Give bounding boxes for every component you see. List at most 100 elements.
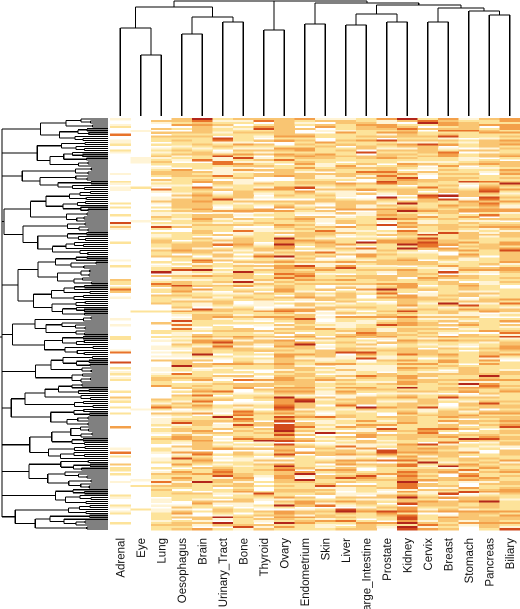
heatmap-cell bbox=[479, 392, 500, 395]
heatmap-cell bbox=[274, 461, 295, 464]
heatmap-cell bbox=[479, 269, 500, 272]
heatmap-cell bbox=[212, 404, 234, 407]
heatmap-cell bbox=[274, 426, 295, 429]
heatmap-cell bbox=[315, 229, 336, 233]
heatmap-cell bbox=[438, 329, 459, 333]
heatmap-cell bbox=[417, 363, 439, 366]
heatmap-cell bbox=[499, 243, 520, 246]
heatmap-cell bbox=[397, 431, 418, 435]
heatmap-cell bbox=[192, 220, 213, 223]
heatmap-cell bbox=[253, 384, 275, 388]
heatmap-cell bbox=[417, 325, 439, 329]
heatmap-cell bbox=[171, 149, 193, 152]
heatmap-cell bbox=[294, 510, 316, 513]
heatmap-cell bbox=[458, 329, 480, 333]
heatmap-cell bbox=[294, 267, 316, 270]
heatmap-cell bbox=[397, 149, 418, 152]
heatmap-cell bbox=[397, 151, 418, 154]
heatmap-cell bbox=[315, 414, 336, 417]
heatmap-cell bbox=[499, 333, 520, 337]
heatmap-cell bbox=[458, 443, 480, 446]
heatmap-cell bbox=[274, 325, 295, 329]
heatmap-cell bbox=[233, 469, 254, 472]
heatmap-cell bbox=[479, 371, 500, 374]
heatmap-cell bbox=[212, 310, 234, 313]
heatmap-cell bbox=[397, 251, 418, 254]
heatmap-cell bbox=[315, 502, 336, 505]
heatmap-cell bbox=[417, 186, 439, 189]
heatmap-cell bbox=[499, 502, 520, 505]
heatmap-cell bbox=[294, 141, 316, 144]
heatmap-cell bbox=[294, 398, 316, 401]
heatmap-cell bbox=[356, 475, 377, 478]
heatmap-cell bbox=[397, 220, 418, 223]
heatmap-cell bbox=[171, 455, 193, 458]
heatmap-cell bbox=[171, 176, 193, 180]
heatmap-cell bbox=[274, 414, 295, 417]
heatmap-cell bbox=[397, 196, 418, 199]
heatmap-cell bbox=[479, 212, 500, 215]
heatmap-cell bbox=[253, 180, 275, 184]
heatmap-cell bbox=[253, 286, 275, 289]
heatmap-cell bbox=[479, 402, 500, 405]
heatmap-cell bbox=[294, 492, 316, 495]
heatmap-cell bbox=[212, 502, 234, 505]
heatmap-cell bbox=[479, 233, 500, 237]
heatmap-cell bbox=[212, 341, 234, 344]
heatmap-cell bbox=[274, 353, 295, 356]
heatmap-cell bbox=[171, 327, 193, 331]
heatmap-cell bbox=[438, 506, 459, 509]
heatmap-cell bbox=[417, 327, 439, 331]
heatmap-cell bbox=[499, 196, 520, 199]
heatmap-cell bbox=[479, 390, 500, 393]
heatmap-cell bbox=[417, 206, 439, 209]
heatmap-cell bbox=[356, 339, 377, 342]
heatmap-cell bbox=[151, 278, 172, 282]
heatmap-cell bbox=[171, 121, 193, 125]
heatmap-cell bbox=[376, 131, 398, 134]
heatmap-cell bbox=[356, 237, 377, 240]
heatmap-cell bbox=[376, 510, 398, 513]
heatmap-cell bbox=[458, 261, 480, 264]
heatmap-cell bbox=[110, 139, 131, 142]
heatmap-cell bbox=[151, 225, 172, 229]
heatmap-cell bbox=[376, 337, 398, 340]
heatmap-cell bbox=[274, 231, 295, 235]
heatmap-cell bbox=[397, 400, 418, 403]
heatmap-cell bbox=[233, 255, 254, 258]
heatmap-cell bbox=[335, 365, 357, 368]
heatmap-cell bbox=[376, 408, 398, 411]
heatmap-cell bbox=[356, 186, 377, 189]
heatmap-cell bbox=[335, 512, 357, 515]
heatmap-cell bbox=[233, 237, 254, 240]
heatmap-cell bbox=[499, 331, 520, 335]
heatmap-cell bbox=[233, 206, 254, 209]
heatmap-cell bbox=[253, 353, 275, 356]
heatmap-cell bbox=[212, 212, 234, 215]
heatmap-cell bbox=[479, 482, 500, 486]
heatmap-cell bbox=[499, 506, 520, 509]
heatmap-cell bbox=[253, 204, 275, 207]
heatmap-cell bbox=[294, 143, 316, 146]
heatmap-cell bbox=[274, 512, 295, 515]
heatmap-cell bbox=[192, 292, 213, 295]
heatmap-cell bbox=[417, 490, 439, 494]
heatmap-cell bbox=[397, 416, 418, 419]
heatmap-cell bbox=[397, 355, 418, 358]
heatmap-cell bbox=[499, 324, 520, 327]
heatmap-cell bbox=[397, 484, 418, 488]
heatmap-cell bbox=[438, 290, 459, 293]
heatmap-cell bbox=[335, 322, 357, 325]
heatmap-cell bbox=[458, 174, 480, 178]
heatmap-cell bbox=[438, 365, 459, 368]
heatmap-cell bbox=[294, 504, 316, 507]
heatmap-cell bbox=[171, 243, 193, 246]
heatmap-cell bbox=[192, 174, 213, 178]
heatmap-cell bbox=[294, 367, 316, 370]
heatmap-cell bbox=[274, 410, 295, 413]
heatmap-cell bbox=[212, 296, 234, 299]
heatmap-cell bbox=[294, 272, 316, 276]
heatmap-cell bbox=[233, 131, 254, 134]
heatmap-cell bbox=[315, 380, 336, 384]
heatmap-cell bbox=[335, 133, 357, 136]
